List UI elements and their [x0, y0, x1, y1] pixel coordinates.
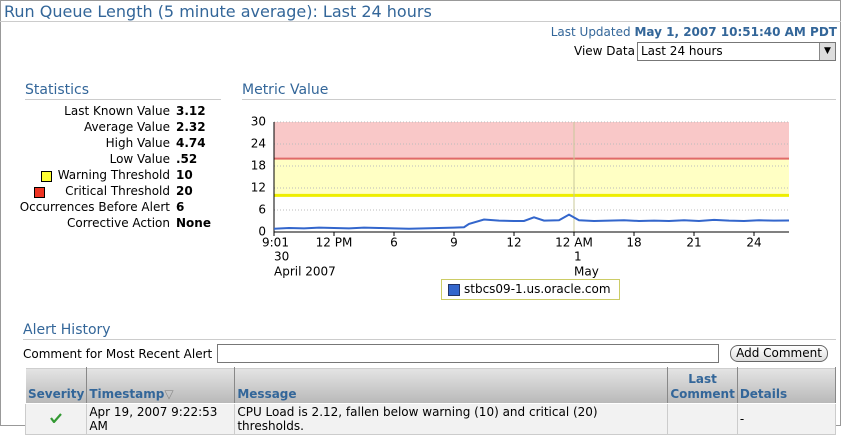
- alert-rule: [23, 339, 836, 340]
- details-cell: -: [736, 403, 837, 435]
- critical-zone: [274, 122, 789, 159]
- x-tick-label: 12 PM: [316, 236, 353, 250]
- y-tick-label: 0: [258, 225, 266, 239]
- message-cell: CPU Load is 2.12, fallen below warning (…: [234, 403, 669, 435]
- alert-table: Severity Timestamp▽ Message Last Comment Det…: [24, 367, 837, 435]
- stat-value: 2.32: [176, 120, 206, 134]
- stat-value: 20: [176, 184, 193, 198]
- stat-label: Average Value: [83, 120, 170, 134]
- month-label: May: [574, 265, 599, 279]
- legend: stbcs09-1.us.oracle.com: [441, 279, 620, 300]
- view-data-label: View Data: [574, 44, 635, 58]
- stat-label: Occurrences Before Alert: [19, 200, 170, 214]
- warning-zone: [274, 158, 789, 196]
- legend-label: stbcs09-1.us.oracle.com: [464, 282, 611, 296]
- timestamp-cell: Apr 19, 2007 9:22:53 AM: [86, 403, 236, 435]
- stat-label: Last Known Value: [64, 104, 170, 118]
- column-header[interactable]: Timestamp▽: [86, 367, 236, 404]
- x-tick-label: 18: [626, 236, 641, 250]
- y-tick-label: 24: [251, 137, 266, 151]
- x-tick-label: 24: [746, 236, 761, 250]
- stat-label: Warning Threshold: [57, 168, 170, 182]
- x-tick-label: 12: [506, 236, 521, 250]
- severity-cell: [24, 403, 88, 435]
- last-updated: Last Updated May 1, 2007 10:51:40 AM PDT: [551, 25, 837, 39]
- last-comment-cell: [667, 403, 738, 435]
- stat-value: .52: [176, 152, 198, 166]
- date-label: 1: [574, 250, 582, 264]
- alert-history-heading: Alert History: [23, 322, 111, 338]
- x-tick-label: 21: [686, 236, 701, 250]
- y-tick-label: 30: [251, 115, 266, 129]
- y-tick-label: 18: [251, 159, 266, 173]
- y-tick-label: 12: [251, 181, 266, 195]
- add-comment-button[interactable]: Add Comment: [730, 345, 828, 362]
- x-tick-label: 9: [450, 236, 458, 250]
- comment-input[interactable]: [217, 344, 719, 363]
- x-tick-label: 12 AM: [555, 236, 593, 250]
- column-header: Message: [234, 367, 669, 404]
- chart-title: Metric Value: [242, 82, 329, 98]
- chart-rule: [242, 99, 836, 100]
- stat-label: High Value: [105, 136, 170, 150]
- stat-value: 10: [176, 168, 193, 182]
- stat-value: 3.12: [176, 104, 206, 118]
- sort-icon[interactable]: ▽: [164, 387, 174, 401]
- y-tick-label: 6: [258, 203, 266, 217]
- last-updated-value: May 1, 2007 10:51:40 AM PDT: [634, 25, 837, 39]
- stat-label: Low Value: [109, 152, 170, 166]
- legend-swatch: [448, 284, 460, 296]
- stat-value: 6: [176, 200, 185, 214]
- last-updated-label: Last Updated: [550, 25, 631, 39]
- view-data-value: Last 24 hours: [641, 44, 723, 58]
- column-header: Details: [736, 367, 837, 404]
- stat-label: Critical Threshold: [65, 184, 170, 198]
- column-header: Severity: [24, 367, 88, 404]
- threshold-swatch: [34, 187, 45, 198]
- clear-icon: [50, 413, 62, 424]
- comment-label: Comment for Most Recent Alert: [23, 347, 213, 361]
- dropdown-arrow[interactable]: ▼: [819, 43, 835, 60]
- threshold-swatch: [41, 171, 52, 182]
- stat-value: 4.74: [176, 136, 206, 150]
- stat-value: None: [176, 216, 211, 230]
- series-line: [273, 213, 790, 230]
- view-data-select[interactable]: Last 24 hours ▼: [637, 42, 836, 61]
- stat-label: Corrective Action: [66, 216, 170, 230]
- x-tick-label: 6: [390, 236, 398, 250]
- date-label: 30: [274, 250, 289, 264]
- page-title: Run Queue Length (5 minute average): Las…: [4, 2, 432, 21]
- statistics-rule: [25, 99, 221, 100]
- column-header-label: Timestamp: [89, 387, 165, 401]
- month-label: April 2007: [274, 265, 336, 279]
- title-rule: [0, 21, 841, 22]
- column-header: Last Comment: [667, 367, 738, 404]
- x-tick-label: 9:01: [262, 236, 289, 250]
- statistics-heading: Statistics: [25, 82, 89, 98]
